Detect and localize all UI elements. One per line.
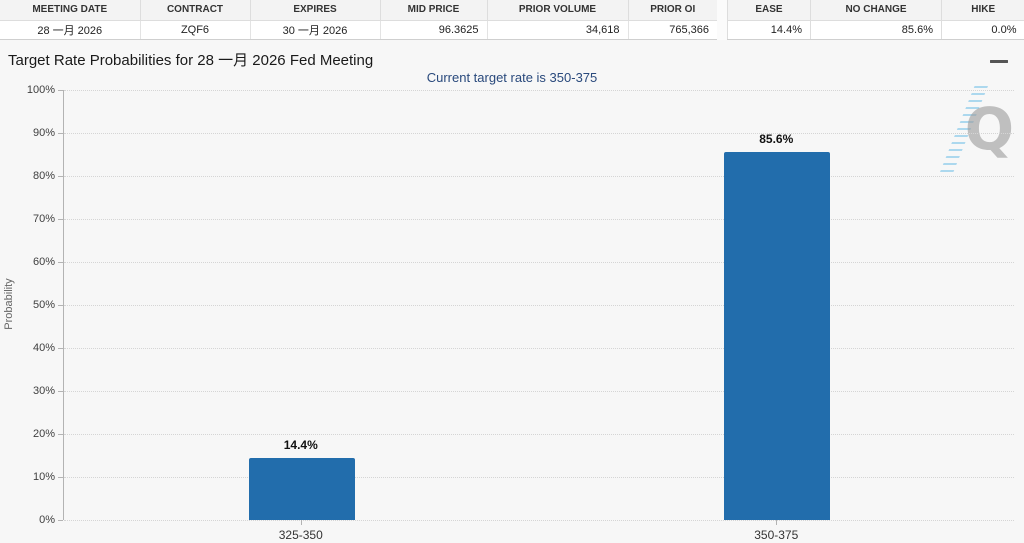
y-tick-label: 100% (26, 84, 55, 96)
bar-325-350[interactable] (248, 458, 355, 520)
y-tick-label: 10% (32, 471, 55, 483)
col-ease: EASE (727, 0, 811, 21)
x-tick (300, 520, 302, 525)
probability-table-header-row: EASE NO CHANGE HIKE (727, 0, 1024, 21)
y-tick (58, 262, 63, 263)
mid-price-value: 96.3625 (379, 19, 488, 40)
y-gridline (64, 348, 1014, 349)
y-gridline (64, 262, 1014, 263)
y-gridline (64, 219, 1014, 220)
probability-table-row: 14.4% 85.6% 0.0% (727, 19, 1024, 40)
quote-table-row: 28 一月 2026 ZQF6 30 一月 2026 96.3625 34,61… (0, 19, 717, 40)
y-tick-label: 40% (32, 342, 55, 354)
category-label-325-350: 325-350 (278, 528, 323, 542)
y-tick (58, 477, 63, 478)
y-gridline (64, 391, 1014, 392)
chart-subtitle: Current target rate is 350-375 (426, 70, 598, 85)
y-tick (58, 133, 63, 134)
y-tick-label: 0% (39, 514, 55, 526)
chart-title: Target Rate Probabilities for 28 一月 2026… (8, 52, 374, 69)
expires-value: 30 一月 2026 (249, 19, 381, 40)
y-tick-label: 60% (32, 256, 55, 268)
y-tick (58, 219, 63, 220)
ease-value: 14.4% (727, 19, 811, 40)
hike-value: 0.0% (941, 19, 1024, 40)
value-label-325-350: 14.4% (283, 438, 318, 453)
top-tables: MEETING DATE CONTRACT EXPIRES MID PRICE … (0, 0, 1024, 40)
y-gridline (64, 90, 1014, 91)
value-label-350-375: 85.6% (759, 131, 794, 146)
chart-context-menu-button[interactable] (986, 50, 1012, 72)
y-gridline (64, 176, 1014, 177)
bar-350-375[interactable] (724, 151, 831, 520)
contract-value: ZQF6 (139, 19, 251, 40)
y-gridline (64, 133, 1014, 134)
y-tick (58, 434, 63, 435)
contract-quote-table: MEETING DATE CONTRACT EXPIRES MID PRICE … (0, 0, 717, 40)
col-hike: HIKE (941, 0, 1024, 21)
prior-volume-value: 34,618 (486, 19, 629, 40)
probability-chart: Target Rate Probabilities for 28 一月 2026… (0, 40, 1024, 543)
meeting-date-value: 28 一月 2026 (0, 19, 141, 40)
move-probability-table: EASE NO CHANGE HIKE 14.4% 85.6% 0.0% (727, 0, 1024, 40)
col-meeting-date: MEETING DATE (0, 0, 141, 21)
y-tick-label: 90% (32, 127, 55, 139)
col-mid-price: MID PRICE (379, 0, 488, 21)
y-gridline (64, 305, 1014, 306)
category-label-350-375: 350-375 (754, 528, 799, 542)
col-contract: CONTRACT (139, 0, 251, 21)
y-gridline (64, 520, 1014, 521)
col-prior-oi: PRIOR OI (627, 0, 717, 21)
y-tick (58, 391, 63, 392)
x-tick (776, 520, 778, 525)
y-tick-label: 50% (32, 299, 55, 311)
y-tick-label: 30% (32, 385, 55, 397)
col-prior-volume: PRIOR VOLUME (486, 0, 629, 21)
plot-area (63, 90, 1014, 521)
no-change-value: 85.6% (810, 19, 942, 40)
col-no-change: NO CHANGE (810, 0, 942, 21)
y-tick (58, 520, 63, 521)
y-tick (58, 305, 63, 306)
y-tick (58, 348, 63, 349)
col-expires: EXPIRES (249, 0, 381, 21)
y-tick-label: 20% (32, 428, 55, 440)
prior-oi-value: 765,366 (627, 19, 717, 40)
y-tick-label: 80% (32, 170, 55, 182)
y-gridline (64, 477, 1014, 478)
y-tick-label: 70% (32, 213, 55, 225)
quote-table-header-row: MEETING DATE CONTRACT EXPIRES MID PRICE … (0, 0, 717, 21)
y-tick (58, 176, 63, 177)
y-tick (58, 90, 63, 91)
y-gridline (64, 434, 1014, 435)
